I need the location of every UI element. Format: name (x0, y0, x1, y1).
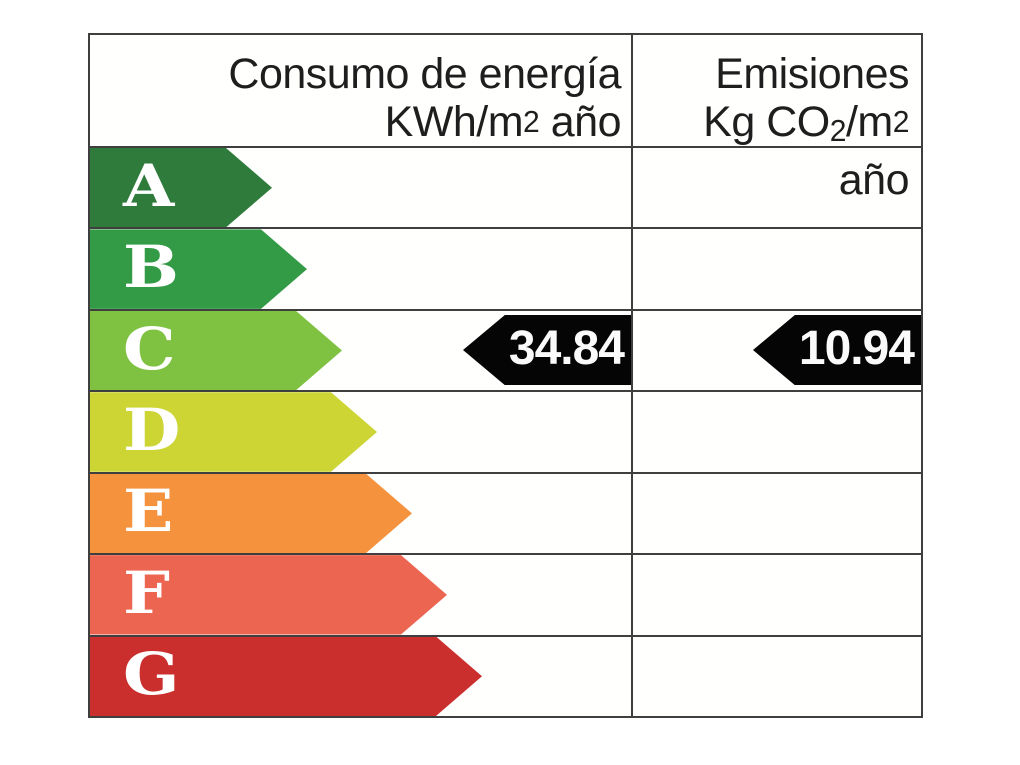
rating-arrow-d: D (90, 392, 377, 471)
rating-arrow-a: A (90, 148, 272, 227)
rating-row-f: F (90, 555, 921, 637)
rating-arrow-c: C (90, 311, 342, 390)
header-emissions: Emisiones Kg CO2/m2 año (633, 35, 921, 204)
header-emissions-line1: Emisiones (715, 50, 909, 98)
table-header: Consumo de energía KWh/m2 año Emisiones … (90, 35, 921, 204)
rating-row-e: E (90, 474, 921, 556)
header-consumption-line2: KWh/m2 año (384, 98, 622, 146)
rating-row-b: B (90, 229, 921, 311)
header-consumption-line1: Consumo de energía (228, 50, 621, 98)
rating-letter-d: D (123, 395, 181, 464)
superscript-2: 2 (523, 105, 540, 139)
rating-letter-f: F (123, 558, 170, 627)
superscript-2: 2 (892, 105, 910, 139)
rating-rows: A B C 34.84 10.94 D E (90, 148, 921, 716)
subscript-2: 2 (829, 114, 847, 148)
rating-letter-a: A (123, 151, 175, 220)
rating-arrow-g: G (90, 637, 482, 716)
rating-arrow-e: E (90, 474, 412, 553)
rating-letter-e: E (123, 477, 174, 546)
header-consumption: Consumo de energía KWh/m2 año (90, 35, 633, 146)
rating-row-d: D (90, 392, 921, 474)
rating-letter-g: G (123, 640, 180, 709)
column-divider (631, 35, 633, 716)
consumption-value: 34.84 (508, 321, 625, 375)
consumption-indicator-arrow: 34.84 (463, 314, 631, 386)
rating-letter-c: C (123, 314, 176, 383)
emissions-indicator-arrow: 10.94 (753, 314, 921, 386)
rating-letter-b: B (123, 233, 179, 302)
rating-row-c: C 34.84 10.94 (90, 311, 921, 393)
header-emissions-line2: Kg CO2/m2 año (703, 98, 910, 204)
emissions-value: 10.94 (798, 321, 915, 375)
rating-row-a: A (90, 148, 921, 230)
rating-arrow-b: B (90, 229, 307, 308)
rating-row-g: G (90, 637, 921, 716)
energy-rating-table: Consumo de energía KWh/m2 año Emisiones … (88, 33, 923, 718)
rating-arrow-f: F (90, 555, 447, 634)
